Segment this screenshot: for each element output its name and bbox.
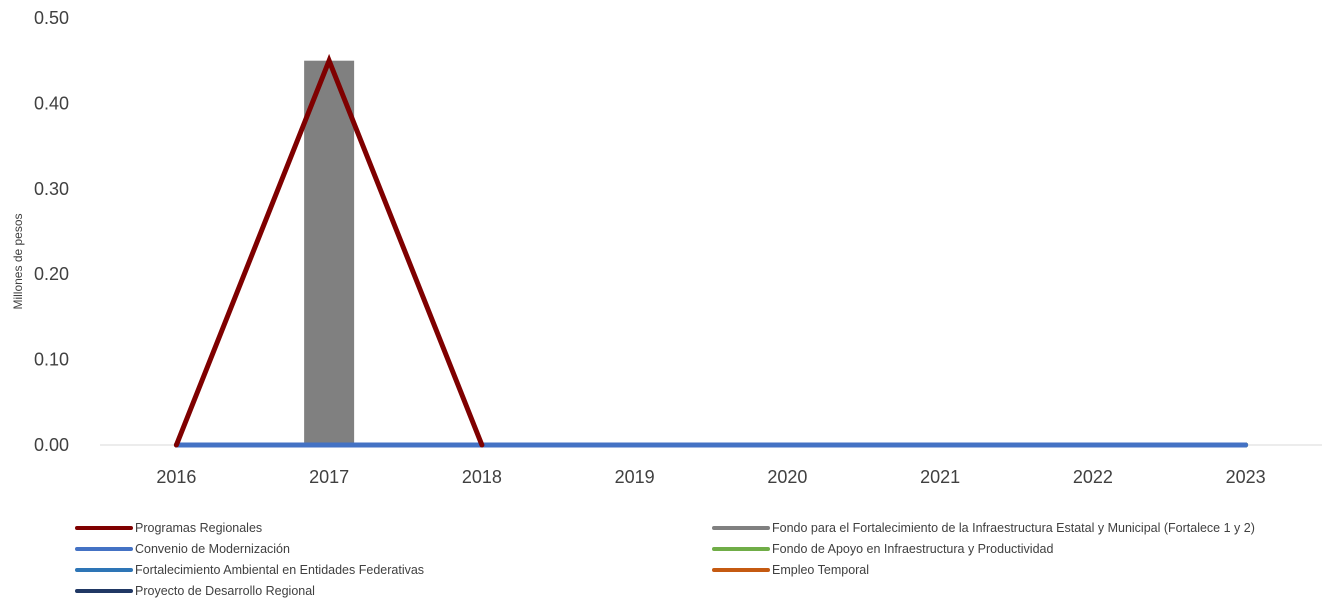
x-tick-label: 2016 (156, 467, 196, 487)
legend-swatch (712, 568, 770, 572)
y-tick-label: 0.50 (34, 8, 69, 28)
legend-label: Fondo para el Fortalecimiento de la Infr… (772, 521, 1255, 535)
x-tick-label: 2019 (615, 467, 655, 487)
y-tick-label: 0.20 (34, 264, 69, 284)
legend-swatch (712, 547, 770, 551)
x-tick-label: 2022 (1073, 467, 1113, 487)
legend-swatch (75, 526, 133, 530)
legend-item: Proyecto de Desarrollo Regional (75, 584, 315, 598)
legend-item: Fortalecimiento Ambiental en Entidades F… (75, 563, 424, 577)
bar (304, 60, 355, 445)
legend-item: Programas Regionales (75, 521, 262, 535)
x-tick-label: 2021 (920, 467, 960, 487)
y-axis-title: Millones de pesos (11, 213, 25, 309)
legend-swatch (75, 568, 133, 572)
legend-label: Empleo Temporal (772, 563, 870, 577)
series-line (173, 53, 485, 448)
x-tick-label: 2020 (767, 467, 807, 487)
legend-item: Empleo Temporal (712, 563, 869, 577)
legend-item: Fondo para el Fortalecimiento de la Infr… (712, 521, 1255, 535)
y-tick-label: 0.00 (34, 435, 69, 455)
legend-label: Programas Regionales (135, 521, 263, 535)
legend-swatch (75, 589, 133, 593)
legend-item: Fondo de Apoyo en Infraestructura y Prod… (712, 542, 1053, 556)
y-tick-label: 0.40 (34, 93, 69, 113)
legend-label: Fortalecimiento Ambiental en Entidades F… (135, 563, 425, 577)
x-tick-label: 2023 (1226, 467, 1266, 487)
legend-label: Proyecto de Desarrollo Regional (135, 584, 315, 598)
legend-swatch (712, 526, 770, 530)
legend-label: Convenio de Modernización (135, 542, 290, 556)
legend-item: Convenio de Modernización (75, 542, 290, 556)
y-tick-label: 0.30 (34, 179, 69, 199)
x-tick-label: 2018 (462, 467, 502, 487)
legend-label: Fondo de Apoyo en Infraestructura y Prod… (772, 542, 1054, 556)
x-tick-label: 2017 (309, 467, 349, 487)
y-tick-label: 0.10 (34, 350, 69, 370)
legend-swatch (75, 547, 133, 551)
